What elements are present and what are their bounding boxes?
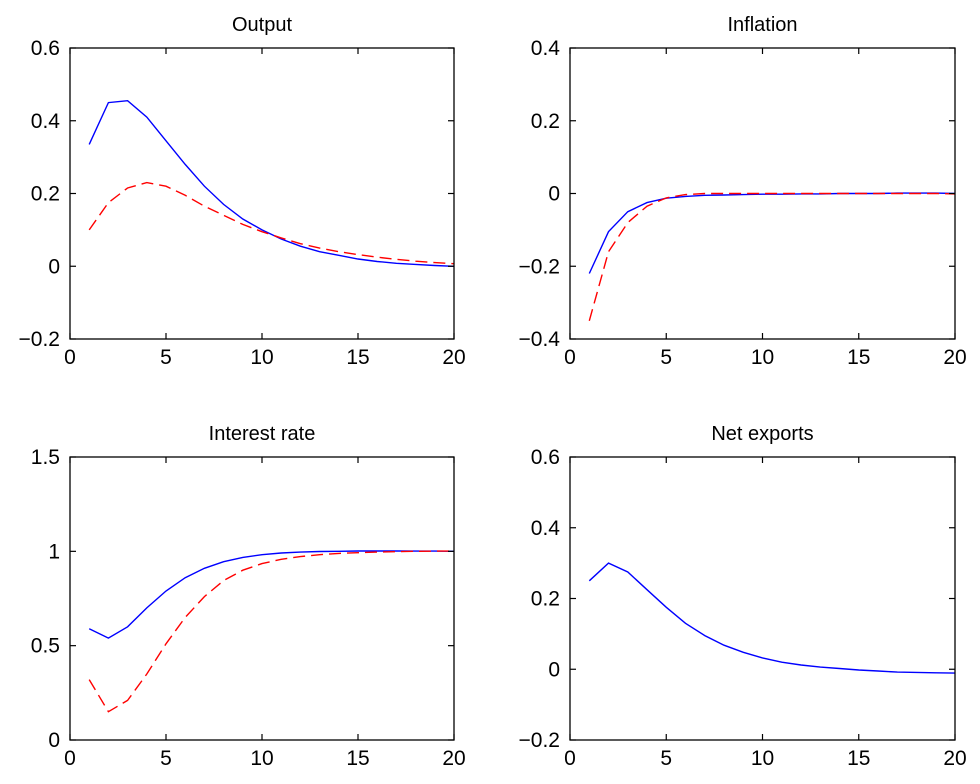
x-tick-label: 0 bbox=[64, 346, 76, 369]
y-tick-label: 0 bbox=[548, 183, 560, 206]
x-tick-label: 20 bbox=[943, 346, 966, 369]
series-line-solid bbox=[588, 192, 956, 274]
y-tick-label: 0 bbox=[48, 729, 60, 752]
x-tick-label: 5 bbox=[160, 346, 172, 369]
y-tick-label: −0.2 bbox=[19, 328, 60, 351]
y-tick-label: 0 bbox=[48, 255, 60, 278]
x-tick-label: 10 bbox=[250, 346, 273, 369]
axes-frame bbox=[69, 47, 455, 340]
x-tick-label: 15 bbox=[346, 747, 369, 770]
y-tick-label: 0.5 bbox=[31, 635, 60, 658]
subplot-2: Inflation 0 5 10 15 20 −0.4 −0.2 0 0.2 0.4 bbox=[519, 14, 967, 369]
series-line-dashed bbox=[88, 181, 455, 265]
y-tick-label: 1.5 bbox=[31, 446, 60, 469]
axes-frame bbox=[569, 456, 956, 741]
y-tick-label: 0.2 bbox=[531, 588, 560, 611]
x-tick-label: 5 bbox=[660, 747, 672, 770]
y-tick-label: 0.6 bbox=[531, 446, 560, 469]
x-tick-label: 15 bbox=[847, 346, 870, 369]
x-tick-label: 10 bbox=[250, 747, 273, 770]
x-tick-label: 0 bbox=[564, 747, 576, 770]
y-tick-label: 0.6 bbox=[31, 37, 60, 60]
x-tick-label: 0 bbox=[64, 747, 76, 770]
y-tick-label: 0.4 bbox=[31, 110, 61, 133]
y-tick-label: −0.2 bbox=[519, 729, 560, 752]
series-line-solid bbox=[88, 550, 455, 639]
y-tick-label: −0.2 bbox=[519, 255, 560, 278]
x-tick-label: 15 bbox=[847, 747, 870, 770]
chart-title: Inflation bbox=[727, 14, 797, 36]
chart-title: Interest rate bbox=[209, 423, 316, 445]
x-tick-label: 0 bbox=[564, 346, 576, 369]
y-tick-label: 1 bbox=[48, 540, 60, 563]
subplot-3: Interest rate 0 5 10 15 20 0 0.5 1 1.5 bbox=[31, 423, 466, 770]
series-line-solid bbox=[588, 562, 956, 674]
x-tick-label: 20 bbox=[943, 747, 966, 770]
y-tick-label: 0.2 bbox=[31, 183, 60, 206]
axes-frame bbox=[69, 456, 455, 741]
x-tick-label: 20 bbox=[442, 747, 465, 770]
x-tick-label: 10 bbox=[751, 747, 774, 770]
chart-title: Net exports bbox=[711, 423, 813, 445]
y-tick-label: 0 bbox=[548, 658, 560, 681]
y-tick-label: 0.2 bbox=[531, 110, 560, 133]
x-tick-label: 20 bbox=[442, 346, 465, 369]
x-tick-label: 10 bbox=[751, 346, 774, 369]
x-tick-label: 15 bbox=[346, 346, 369, 369]
x-tick-label: 5 bbox=[160, 747, 172, 770]
series-line-dashed bbox=[88, 550, 455, 713]
x-tick-label: 5 bbox=[660, 346, 672, 369]
series-line-solid bbox=[88, 99, 455, 267]
y-tick-label: 0.4 bbox=[531, 37, 561, 60]
y-tick-label: 0.4 bbox=[531, 517, 561, 540]
chart-title: Output bbox=[232, 14, 292, 36]
series-line-dashed bbox=[588, 192, 956, 321]
y-tick-label: −0.4 bbox=[519, 328, 561, 351]
